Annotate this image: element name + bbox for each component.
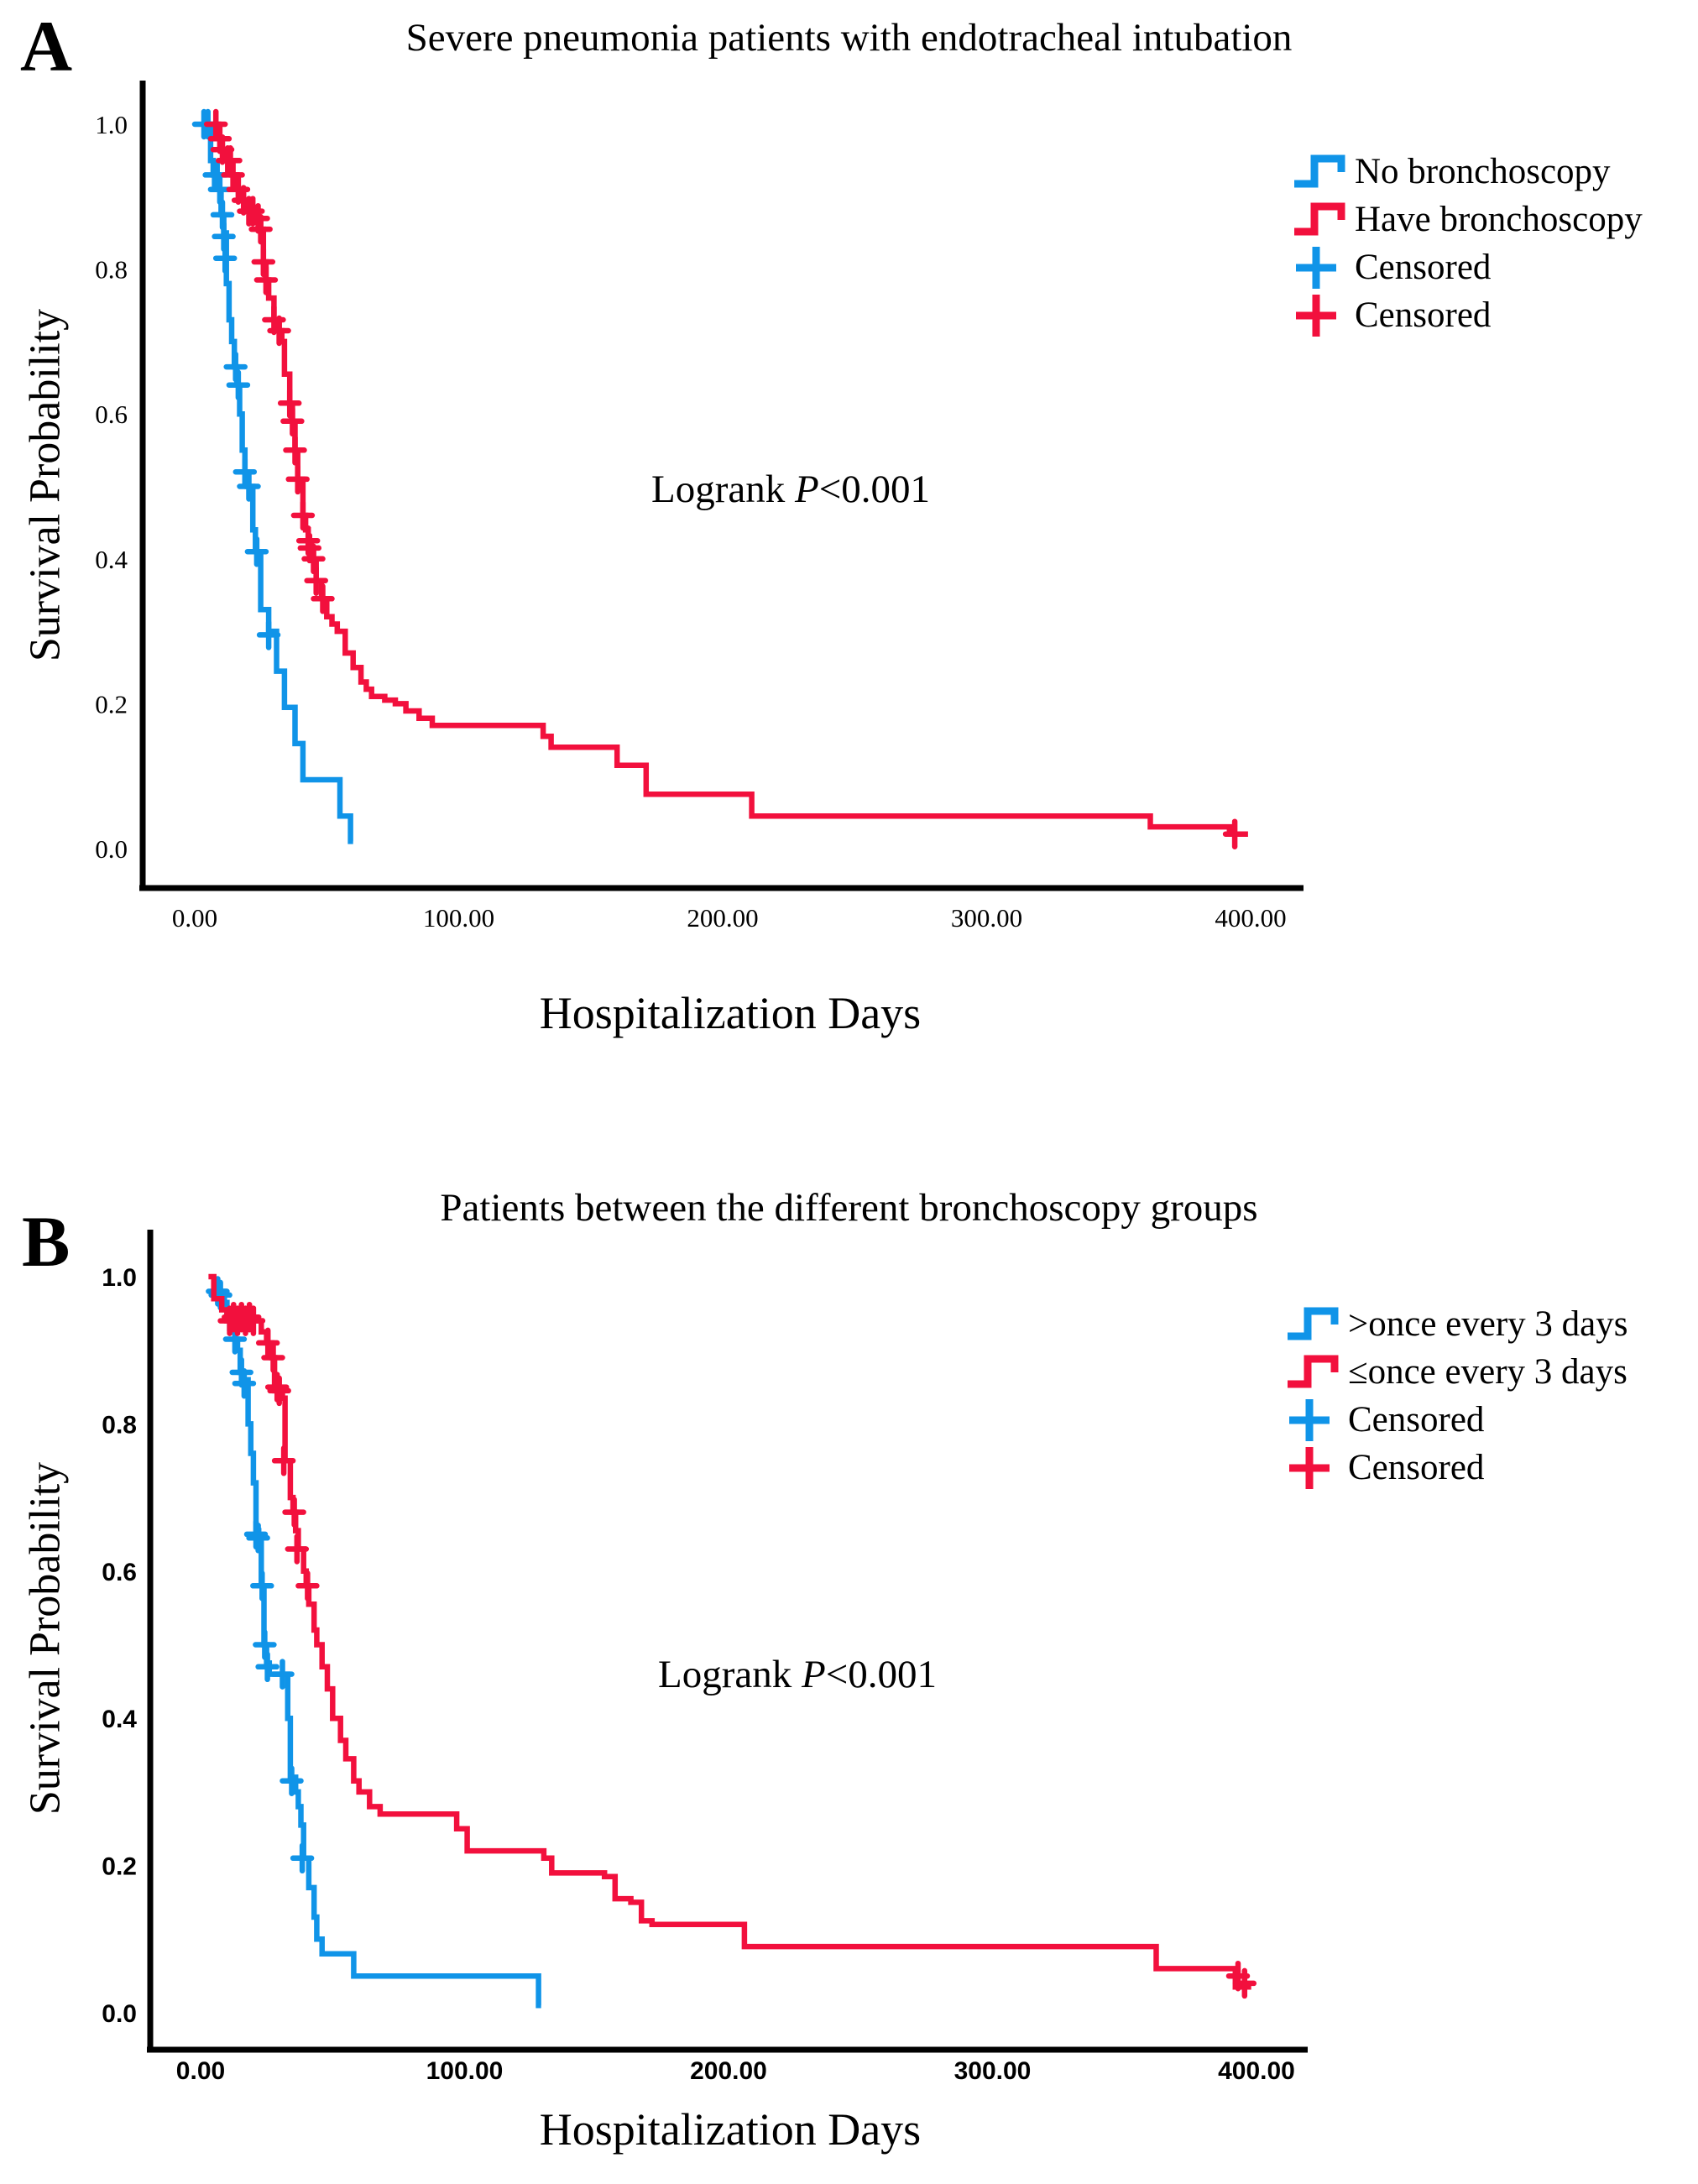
y-tick-label: 0.4 [102,1706,137,1733]
logrank-value: <0.001 [818,468,930,511]
y-tick-label: 0.0 [95,834,128,864]
km-curve [208,1273,1251,1990]
y-tick-label: 0.6 [102,1559,137,1586]
logrank-text: Logrank [658,1653,802,1696]
logrank-value: <0.001 [825,1653,937,1696]
y-tick-label: 0.4 [95,545,128,574]
legend-label: >once every 3 days [1348,1304,1628,1344]
legend-label: ≤once every 3 days [1348,1352,1627,1392]
legend-label: Censored [1355,248,1492,287]
km-step-line-icon [1288,1307,1339,1340]
censored-plus-icon [1296,246,1336,289]
y-tick-label: 0.2 [102,1853,137,1881]
legend-label: No bronchoscopy [1355,152,1611,191]
censor-marks [206,1276,315,1874]
logrank-text: Logrank [651,468,795,511]
y-tick-label: 0.8 [102,1411,137,1439]
panel-b-x-axis-label: Hospitalization Days [539,2104,922,2155]
legend-item-have-bronchoscopy: Have bronchoscopy [1293,196,1643,243]
legend-label: Have bronchoscopy [1355,200,1643,239]
legend-label: Censored [1355,295,1492,335]
logrank-p-symbol: P [802,1653,826,1696]
y-tick-label: 1.0 [102,1264,137,1292]
y-tick-label: 0.0 [102,2000,137,2028]
legend-label: Censored [1348,1448,1485,1487]
legend-item-censored-red: Censored [1286,1444,1627,1492]
panel-a-y-axis-label: Survival Probability [21,308,70,662]
legend-item-no-bronchoscopy: No bronchoscopy [1293,148,1643,196]
panel-a-legend: No bronchoscopy Have bronchoscopy Censor… [1293,148,1643,339]
panel-b-y-axis-label: Survival Probability [21,1461,70,1816]
panel-b-logrank-annotation: Logrank P<0.001 [658,1652,937,1697]
x-tick-label: 200.00 [690,2057,767,2085]
x-tick-label: 0.00 [176,2057,225,2085]
km-step-line-icon [1294,154,1345,187]
legend-item-censored-blue: Censored [1293,243,1643,291]
km-step-line-icon [1288,1355,1339,1387]
x-tick-label: 400.00 [1215,903,1286,933]
y-tick-label: 0.2 [95,689,128,718]
x-tick-label: 100.00 [423,903,494,933]
x-tick-label: 100.00 [426,2057,504,2085]
panel-a-title: Severe pneumonia patients with endotrach… [405,16,1293,60]
censored-plus-icon [1296,294,1336,337]
panel-b-legend: >once every 3 days ≤once every 3 days Ce… [1286,1300,1627,1492]
logrank-p-symbol: P [795,468,819,511]
x-tick-label: 0.00 [172,903,217,933]
legend-item-censored-red: Censored [1293,291,1643,339]
x-tick-label: 300.00 [951,903,1022,933]
legend-item-more-than-once-per-3-days: >once every 3 days [1286,1300,1627,1348]
y-tick-label: 0.6 [95,400,128,429]
legend-item-once-or-less-per-3-days: ≤once every 3 days [1286,1348,1627,1396]
y-tick-label: 1.0 [95,110,128,139]
censor-marks [217,1301,1257,1999]
censor-marks [203,108,1247,849]
censored-plus-icon [1289,1446,1330,1489]
panel-a-letter: A [20,6,73,86]
legend-item-censored-blue: Censored [1286,1396,1627,1444]
censored-plus-icon [1289,1398,1330,1441]
y-tick-label: 0.8 [95,255,128,285]
x-tick-label: 200.00 [687,903,758,933]
x-tick-label: 400.00 [1218,2057,1295,2085]
km-step-line-icon [1294,202,1345,235]
panel-b-letter: B [22,1201,71,1282]
x-tick-label: 300.00 [954,2057,1032,2085]
panel-a-logrank-annotation: Logrank P<0.001 [651,467,930,512]
panel-a-x-axis-label: Hospitalization Days [539,988,922,1038]
legend-label: Censored [1348,1400,1485,1439]
panel-b-title: Patients between the different bronchosc… [440,1186,1258,1230]
